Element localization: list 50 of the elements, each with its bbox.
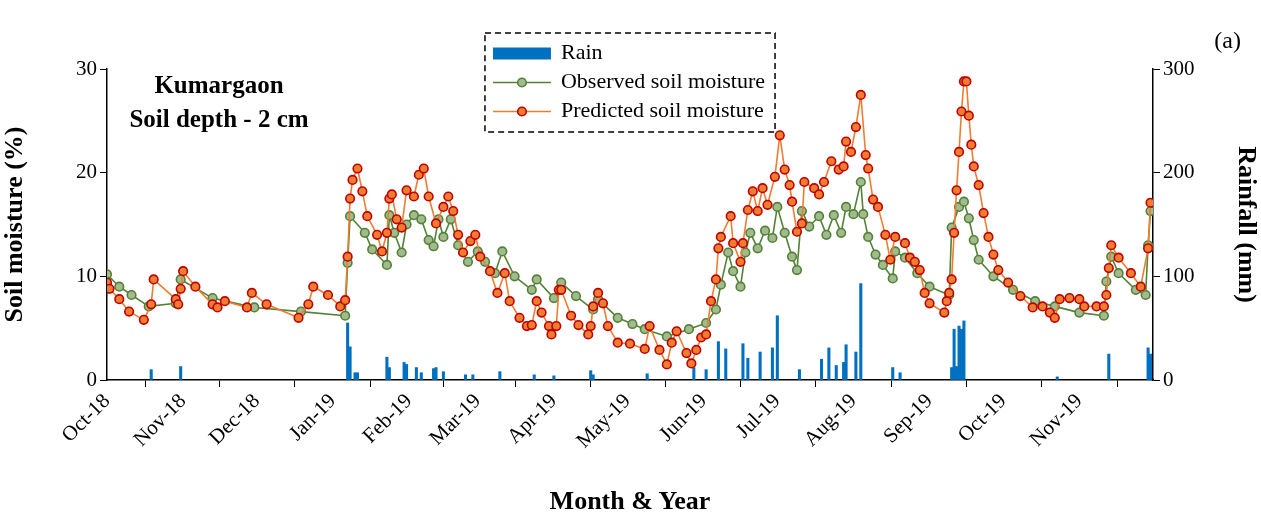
y-tick-label: 20 <box>76 159 97 184</box>
bar <box>179 366 183 380</box>
bar <box>775 315 779 380</box>
bar <box>532 374 536 380</box>
text: Soil depth - 2 cm <box>129 105 309 132</box>
bar <box>758 351 762 380</box>
y2-tick-label: 300 <box>1163 55 1195 80</box>
y2-axis-title: Rainfall (mm) <box>1232 146 1261 303</box>
bar <box>645 373 649 380</box>
bar <box>834 365 838 380</box>
bar <box>591 374 595 380</box>
bar <box>385 356 389 380</box>
y-axis-title: Soil moisture (%) <box>0 126 29 323</box>
legend-label: Observed soil moisture <box>560 68 766 94</box>
bar <box>1055 376 1059 380</box>
bar <box>827 347 831 380</box>
bar <box>414 367 418 380</box>
bar <box>716 341 720 380</box>
bar <box>498 371 502 380</box>
legend-label: Rain <box>560 39 603 65</box>
bar <box>741 343 745 380</box>
bar <box>844 344 848 380</box>
text: (a) <box>1214 27 1241 53</box>
bar <box>854 351 858 380</box>
chart-title: Kumargaon <box>154 71 284 98</box>
bar <box>746 357 750 380</box>
bar <box>819 358 824 380</box>
bar <box>471 374 475 380</box>
y-tick-label: 30 <box>76 55 97 80</box>
y2-tick-label: 0 <box>1163 366 1174 391</box>
y2-tick-label: 100 <box>1163 262 1195 287</box>
bar <box>859 283 863 380</box>
bar <box>704 369 708 380</box>
bar <box>149 369 153 380</box>
x-axis-title: Month & Year <box>549 486 711 516</box>
bar <box>797 369 801 380</box>
bar <box>898 372 902 380</box>
bar <box>419 372 423 380</box>
bar <box>552 375 556 380</box>
bar <box>463 374 468 380</box>
bar <box>589 370 593 380</box>
bar <box>724 348 728 380</box>
bar <box>1107 353 1111 380</box>
bar <box>891 367 895 380</box>
bar <box>770 347 774 380</box>
y-tick-label: 0 <box>86 366 97 391</box>
bar <box>441 371 445 380</box>
y2-tick-label: 200 <box>1163 159 1195 184</box>
y-tick-label: 10 <box>76 262 97 287</box>
legend-label: Predicted soil moisture <box>560 97 764 123</box>
